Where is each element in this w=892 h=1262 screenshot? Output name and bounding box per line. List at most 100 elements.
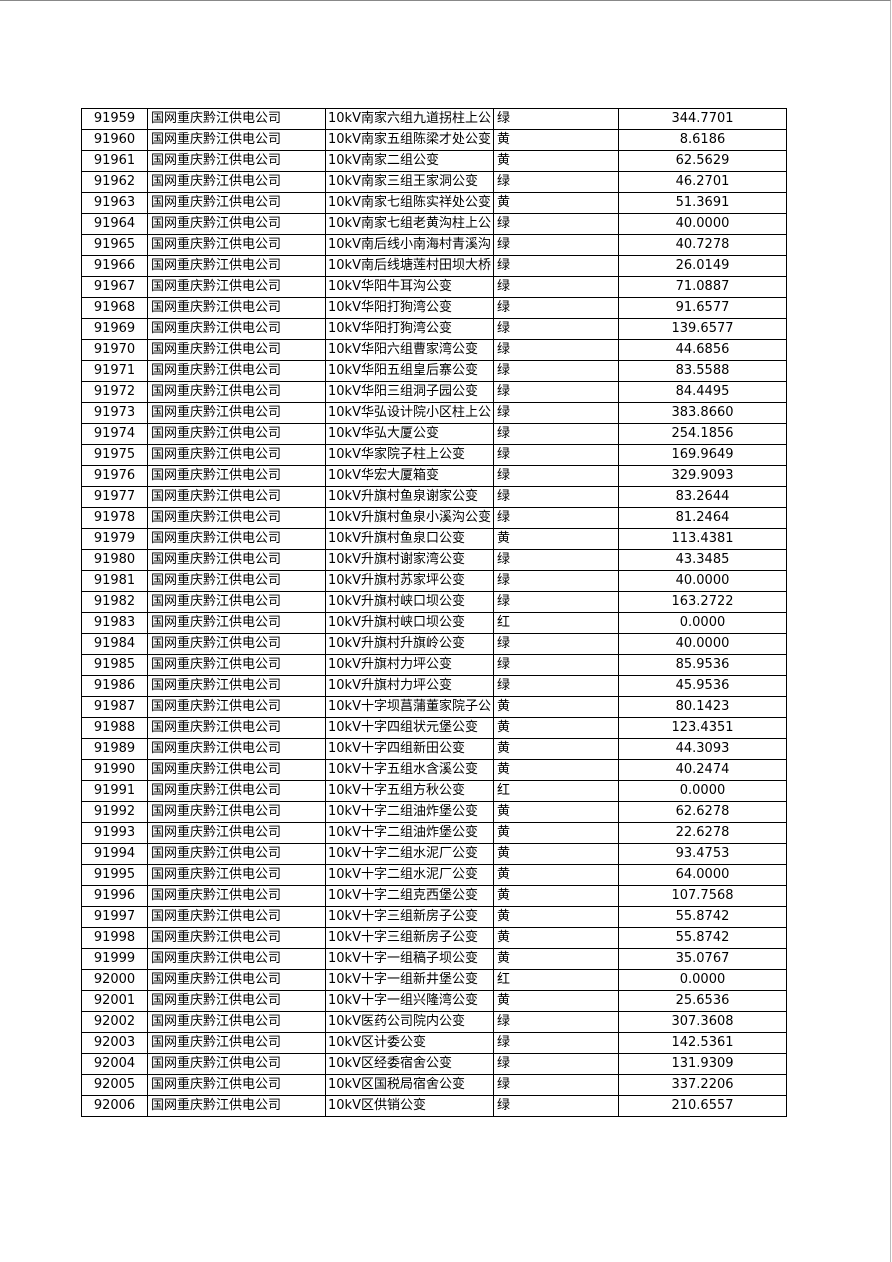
company: 国网重庆黔江供电公司 [147, 486, 326, 508]
status: 黄 [493, 759, 619, 781]
row-id: 91968 [81, 297, 148, 319]
station-name: 10kV华阳牛耳沟公变 [325, 276, 494, 298]
company: 国网重庆黔江供电公司 [147, 927, 326, 949]
status: 绿 [493, 633, 619, 655]
row-id: 91976 [81, 465, 148, 487]
status: 绿 [493, 1032, 619, 1054]
row-id: 91993 [81, 822, 148, 844]
row-id: 91994 [81, 843, 148, 865]
value: 55.8742 [618, 927, 787, 949]
station-name: 10kV升旗村力坪公变 [325, 675, 494, 697]
value: 85.9536 [618, 654, 787, 676]
value: 64.0000 [618, 864, 787, 886]
row-id: 91991 [81, 780, 148, 802]
row-id: 91988 [81, 717, 148, 739]
row-id: 91980 [81, 549, 148, 571]
status: 黄 [493, 885, 619, 907]
status: 黄 [493, 738, 619, 760]
row-id: 91998 [81, 927, 148, 949]
station-name: 10kV升旗村峡口坝公变 [325, 612, 494, 634]
value: 0.0000 [618, 612, 787, 634]
company: 国网重庆黔江供电公司 [147, 444, 326, 466]
station-name: 10kV南家六组九道拐柱上公 [325, 108, 494, 130]
table-row: 91973 国网重庆黔江供电公司 10kV华弘设计院小区柱上公绿 383.8660 [81, 402, 787, 424]
company: 国网重庆黔江供电公司 [147, 1011, 326, 1033]
company: 国网重庆黔江供电公司 [147, 801, 326, 823]
table-row: 91981 国网重庆黔江供电公司 10kV升旗村苏家坪公变绿 40.0000 [81, 570, 787, 592]
value: 139.6577 [618, 318, 787, 340]
table-row: 91974 国网重庆黔江供电公司 10kV华弘大厦公变绿 254.1856 [81, 423, 787, 445]
station-name: 10kV十字五组方秋公变 [325, 780, 494, 802]
station-name: 10kV十字五组水含溪公变 [325, 759, 494, 781]
table-body: 91959 国网重庆黔江供电公司 10kV南家六组九道拐柱上公绿 344.7701 91… [81, 108, 787, 1117]
company: 国网重庆黔江供电公司 [147, 171, 326, 193]
station-name: 10kV十字二组克西堡公变 [325, 885, 494, 907]
value: 44.3093 [618, 738, 787, 760]
table-row: 91997 国网重庆黔江供电公司 10kV十字三组新房子公变黄 55.8742 [81, 906, 787, 928]
table-row: 91960 国网重庆黔江供电公司 10kV南家五组陈梁才处公变黄 8.6186 [81, 129, 787, 151]
value: 344.7701 [618, 108, 787, 130]
status: 绿 [493, 381, 619, 403]
company: 国网重庆黔江供电公司 [147, 129, 326, 151]
company: 国网重庆黔江供电公司 [147, 990, 326, 1012]
table-row: 91978 国网重庆黔江供电公司 10kV升旗村鱼泉小溪沟公变绿 81.2464 [81, 507, 787, 529]
status: 绿 [493, 108, 619, 130]
value: 93.4753 [618, 843, 787, 865]
row-id: 91973 [81, 402, 148, 424]
table-row: 91976 国网重庆黔江供电公司 10kV华宏大厦箱变绿 329.9093 [81, 465, 787, 487]
status: 黄 [493, 927, 619, 949]
status: 红 [493, 969, 619, 991]
station-name: 10kV南家七组陈实祥处公变 [325, 192, 494, 214]
value: 107.7568 [618, 885, 787, 907]
status: 绿 [493, 255, 619, 277]
company: 国网重庆黔江供电公司 [147, 381, 326, 403]
table-row: 91968 国网重庆黔江供电公司 10kV华阳打狗湾公变绿 91.6577 [81, 297, 787, 319]
company: 国网重庆黔江供电公司 [147, 612, 326, 634]
status: 绿 [493, 297, 619, 319]
table-row: 91998 国网重庆黔江供电公司 10kV十字三组新房子公变黄 55.8742 [81, 927, 787, 949]
company: 国网重庆黔江供电公司 [147, 675, 326, 697]
value: 0.0000 [618, 780, 787, 802]
status: 绿 [493, 171, 619, 193]
station-name: 10kV区经委宿舍公变 [325, 1053, 494, 1075]
company: 国网重庆黔江供电公司 [147, 654, 326, 676]
company: 国网重庆黔江供电公司 [147, 591, 326, 613]
station-name: 10kV区国税局宿舍公变 [325, 1074, 494, 1096]
status: 黄 [493, 129, 619, 151]
company: 国网重庆黔江供电公司 [147, 969, 326, 991]
company: 国网重庆黔江供电公司 [147, 780, 326, 802]
status: 绿 [493, 276, 619, 298]
status: 黄 [493, 528, 619, 550]
row-id: 91989 [81, 738, 148, 760]
company: 国网重庆黔江供电公司 [147, 1074, 326, 1096]
status: 绿 [493, 549, 619, 571]
row-id: 91960 [81, 129, 148, 151]
station-name: 10kV华弘大厦公变 [325, 423, 494, 445]
status: 黄 [493, 192, 619, 214]
row-id: 91975 [81, 444, 148, 466]
table-row: 91962 国网重庆黔江供电公司 10kV南家三组王家洞公变绿 46.2701 [81, 171, 787, 193]
table-row: 91967 国网重庆黔江供电公司 10kV华阳牛耳沟公变绿 71.0887 [81, 276, 787, 298]
table-row: 91988 国网重庆黔江供电公司 10kV十字四组状元堡公变黄 123.4351 [81, 717, 787, 739]
table-row: 91979 国网重庆黔江供电公司 10kV升旗村鱼泉口公变黄 113.4381 [81, 528, 787, 550]
row-id: 92005 [81, 1074, 148, 1096]
table-row: 91966 国网重庆黔江供电公司 10kV南后线塘莲村田坝大桥绿 26.0149 [81, 255, 787, 277]
row-id: 92006 [81, 1095, 148, 1117]
status: 黄 [493, 801, 619, 823]
company: 国网重庆黔江供电公司 [147, 192, 326, 214]
status: 绿 [493, 486, 619, 508]
station-name: 10kV华宏大厦箱变 [325, 465, 494, 487]
row-id: 91974 [81, 423, 148, 445]
company: 国网重庆黔江供电公司 [147, 276, 326, 298]
row-id: 91966 [81, 255, 148, 277]
table-row: 91994 国网重庆黔江供电公司 10kV十字二组水泥厂公变黄 93.4753 [81, 843, 787, 865]
table-row: 92001 国网重庆黔江供电公司 10kV十字一组兴隆湾公变黄 25.6536 [81, 990, 787, 1012]
row-id: 91967 [81, 276, 148, 298]
row-id: 91961 [81, 150, 148, 172]
row-id: 91990 [81, 759, 148, 781]
row-id: 91962 [81, 171, 148, 193]
table-row: 92003 国网重庆黔江供电公司 10kV区计委公变绿 142.5361 [81, 1032, 787, 1054]
value: 210.6557 [618, 1095, 787, 1117]
table-row: 91989 国网重庆黔江供电公司 10kV十字四组新田公变黄 44.3093 [81, 738, 787, 760]
